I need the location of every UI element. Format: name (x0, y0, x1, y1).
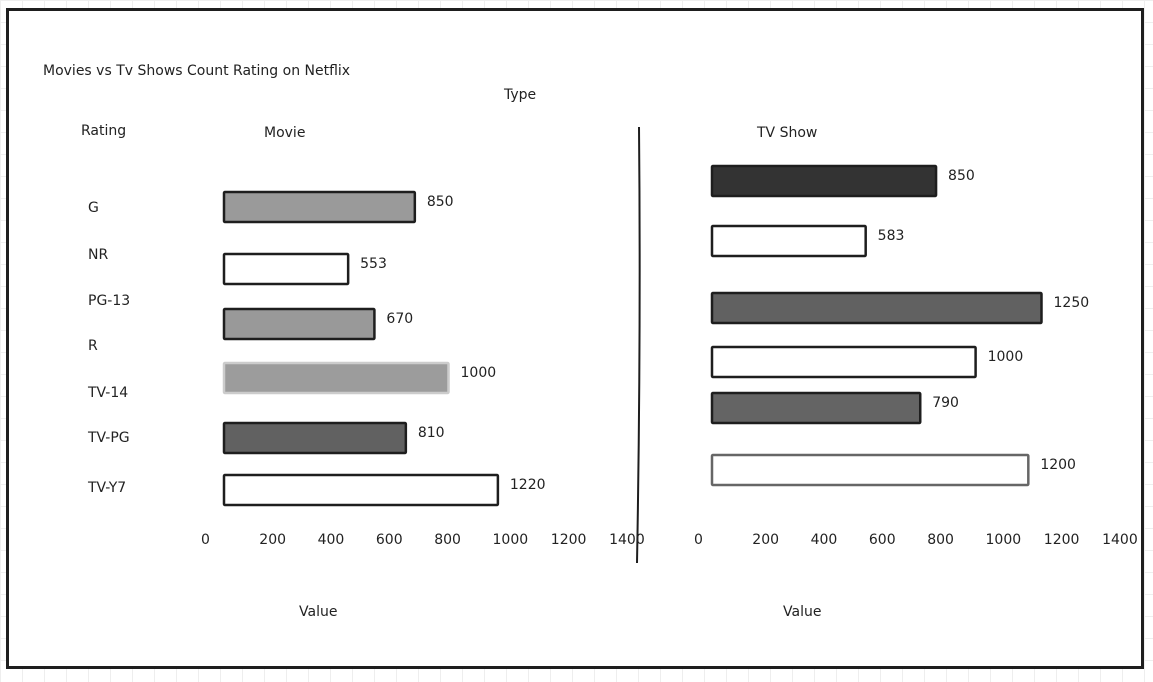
bar-tv-show-1 (710, 164, 938, 198)
value-label-tv-show-5: 790 (932, 395, 959, 411)
x-tick-movie-600: 600 (376, 532, 403, 548)
x-tick-movie-1000: 1000 (493, 532, 529, 548)
bar-movie-4 (222, 361, 450, 395)
bars-movie: 850 553 670 1000 810 1220 (222, 190, 546, 507)
panel-title-tv-show: TV Show (756, 125, 817, 141)
value-label-tv-show-1: 850 (948, 168, 975, 184)
bar-movie-5 (222, 421, 408, 455)
value-label-tv-show-6: 1200 (1040, 457, 1076, 473)
category-label-pg-13: PG-13 (88, 293, 130, 309)
x-tick-tv-show-800: 800 (927, 532, 954, 548)
value-label-movie-1: 850 (427, 194, 454, 210)
panel-title-movie: Movie (264, 125, 305, 141)
chart-canvas: Movies vs Tv Shows Count Rating on Netfl… (6, 8, 1144, 669)
x-axis-label-movie: Value (299, 604, 337, 620)
value-label-movie-2: 553 (360, 256, 387, 272)
x-tick-movie-0: 0 (201, 532, 210, 548)
x-tick-movie-400: 400 (318, 532, 345, 548)
x-tick-movie-800: 800 (434, 532, 461, 548)
bar-tv-show-4 (710, 345, 977, 379)
value-label-tv-show-3: 1250 (1054, 295, 1090, 311)
category-label-nr: NR (88, 247, 108, 263)
x-tick-labels-movie: 0 200 400 600 800 1000 1200 1400 (201, 532, 645, 548)
category-label-tv-14: TV-14 (87, 385, 128, 401)
category-label-tv-pg: TV-PG (87, 430, 130, 446)
bar-movie-6 (222, 473, 500, 507)
x-tick-tv-show-400: 400 (811, 532, 838, 548)
x-tick-tv-show-1200: 1200 (1044, 532, 1080, 548)
x-tick-movie-200: 200 (259, 532, 286, 548)
category-axis-label: Rating (81, 123, 126, 139)
value-label-tv-show-4: 1000 (988, 349, 1024, 365)
panel-divider (636, 126, 641, 564)
facet-label: Type (503, 87, 536, 103)
x-tick-movie-1200: 1200 (551, 532, 587, 548)
bar-movie-3 (222, 307, 376, 341)
value-label-movie-3: 670 (386, 311, 413, 327)
category-label-g: G (88, 200, 99, 216)
bar-tv-show-5 (710, 391, 922, 425)
chart-svg: Movies vs Tv Shows Count Rating on Netfl… (43, 63, 1138, 620)
x-tick-tv-show-200: 200 (752, 532, 779, 548)
x-tick-tv-show-1000: 1000 (986, 532, 1022, 548)
category-label-tv-y7: TV-Y7 (87, 480, 126, 496)
bar-tv-show-2 (710, 224, 867, 258)
bars-tv-show: 850 583 1250 1000 790 1200 (710, 164, 1090, 487)
bar-movie-2 (222, 252, 350, 286)
bar-tv-show-6 (710, 453, 1030, 487)
value-label-movie-5: 810 (418, 425, 445, 441)
x-tick-tv-show-1400: 1400 (1102, 532, 1138, 548)
bar-tv-show-3 (710, 291, 1043, 325)
value-label-tv-show-2: 583 (878, 228, 905, 244)
bar-movie-1 (222, 190, 417, 224)
x-axis-label-tv-show: Value (783, 604, 821, 620)
value-label-movie-6: 1220 (510, 477, 546, 493)
category-tick-labels: G NR PG-13 R TV-14 TV-PG TV-Y7 (87, 200, 130, 496)
x-tick-tv-show-600: 600 (869, 532, 896, 548)
chart-title: Movies vs Tv Shows Count Rating on Netfl… (43, 63, 350, 79)
x-tick-movie-1400: 1400 (609, 532, 645, 548)
category-label-r: R (88, 338, 98, 354)
value-label-movie-4: 1000 (461, 365, 497, 381)
x-tick-tv-show-0: 0 (694, 532, 703, 548)
x-tick-labels-tv-show: 0 200 400 600 800 1000 1200 1400 (694, 532, 1138, 548)
